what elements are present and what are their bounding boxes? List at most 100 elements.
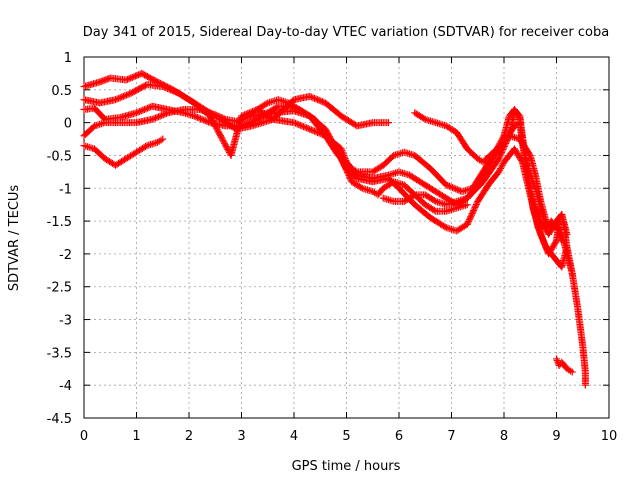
data-point xyxy=(115,94,123,102)
data-point xyxy=(463,201,471,209)
x-tick-label: 8 xyxy=(500,429,508,444)
data-point xyxy=(344,169,352,177)
data-point xyxy=(475,179,483,187)
data-point xyxy=(337,155,345,163)
data-point xyxy=(162,84,170,92)
data-point xyxy=(144,104,152,112)
data-point xyxy=(167,86,175,94)
data-point xyxy=(409,192,417,200)
data-point xyxy=(131,72,139,80)
data-point xyxy=(137,107,145,115)
data-point xyxy=(130,73,138,81)
data-point xyxy=(142,143,149,151)
data-point xyxy=(553,225,561,233)
data-point xyxy=(318,98,326,106)
data-point xyxy=(453,186,461,194)
y-tick-label: 1 xyxy=(64,51,72,66)
data-point xyxy=(537,230,545,238)
data-point xyxy=(173,88,181,96)
data-point xyxy=(339,159,347,167)
data-point xyxy=(445,182,453,190)
data-point xyxy=(219,114,227,122)
data-point xyxy=(551,222,559,230)
data-point xyxy=(540,239,548,247)
data-point xyxy=(495,155,503,163)
data-point xyxy=(203,117,211,125)
data-point xyxy=(292,119,300,127)
x-tick-label: 4 xyxy=(290,429,298,444)
data-point xyxy=(444,182,452,190)
axis-ticks xyxy=(83,56,610,419)
data-point xyxy=(581,381,589,389)
data-point xyxy=(136,107,144,115)
data-point xyxy=(556,234,564,241)
data-point xyxy=(139,106,147,114)
data-point xyxy=(168,86,176,94)
data-point xyxy=(463,220,471,228)
data-point xyxy=(341,164,349,172)
data-point xyxy=(219,136,227,144)
data-point xyxy=(162,109,170,117)
data-point xyxy=(190,112,198,120)
data-point xyxy=(475,178,483,186)
data-point xyxy=(554,227,562,235)
data-point xyxy=(122,76,130,84)
data-point xyxy=(217,133,225,141)
data-point xyxy=(216,130,224,138)
data-point xyxy=(307,93,315,101)
data-point xyxy=(192,113,200,121)
data-point xyxy=(153,113,161,121)
data-point xyxy=(195,114,203,122)
data-point xyxy=(127,74,135,82)
data-point xyxy=(171,88,179,96)
data-point xyxy=(198,115,206,123)
data-point xyxy=(310,94,318,102)
data-point xyxy=(290,119,298,127)
series-track-6 xyxy=(253,96,471,215)
data-point xyxy=(468,210,476,218)
data-point xyxy=(537,232,545,240)
data-point xyxy=(304,125,312,133)
data-point xyxy=(197,115,205,123)
data-point xyxy=(113,95,121,103)
x-tick-label: 3 xyxy=(237,429,245,444)
data-point xyxy=(357,183,365,191)
data-point xyxy=(476,176,484,184)
data-point xyxy=(480,169,488,177)
data-point xyxy=(140,106,148,114)
data-point xyxy=(465,217,473,225)
x-tick-label: 2 xyxy=(185,429,193,444)
series-track-5 xyxy=(80,135,167,169)
x-tick-label: 6 xyxy=(395,429,403,444)
data-point xyxy=(314,96,322,104)
data-point xyxy=(477,175,485,183)
data-point xyxy=(430,196,438,204)
data-point xyxy=(469,208,477,216)
data-point xyxy=(346,173,354,181)
data-point xyxy=(341,162,349,170)
data-point xyxy=(133,71,141,79)
data-point xyxy=(344,170,352,178)
data-point xyxy=(479,172,487,180)
y-tick-label: -3.5 xyxy=(47,346,72,361)
data-point xyxy=(142,105,150,113)
y-tick-label: -4 xyxy=(59,379,72,394)
data-point xyxy=(466,214,474,222)
data-point xyxy=(479,170,487,178)
y-tick-label: 0 xyxy=(64,117,72,132)
y-axis-label: SDTVAR / TECUs xyxy=(7,185,22,292)
data-points xyxy=(80,69,589,389)
data-point xyxy=(293,120,301,128)
data-point xyxy=(222,142,230,150)
data-point xyxy=(118,93,126,101)
data-point xyxy=(556,232,564,240)
data-point xyxy=(483,164,491,172)
data-point xyxy=(306,92,314,100)
data-point xyxy=(541,241,549,249)
data-point xyxy=(420,114,428,122)
data-point xyxy=(553,355,560,363)
data-point xyxy=(218,135,226,143)
data-point xyxy=(555,230,563,238)
data-point xyxy=(338,156,346,164)
series-track-3 xyxy=(80,102,571,271)
